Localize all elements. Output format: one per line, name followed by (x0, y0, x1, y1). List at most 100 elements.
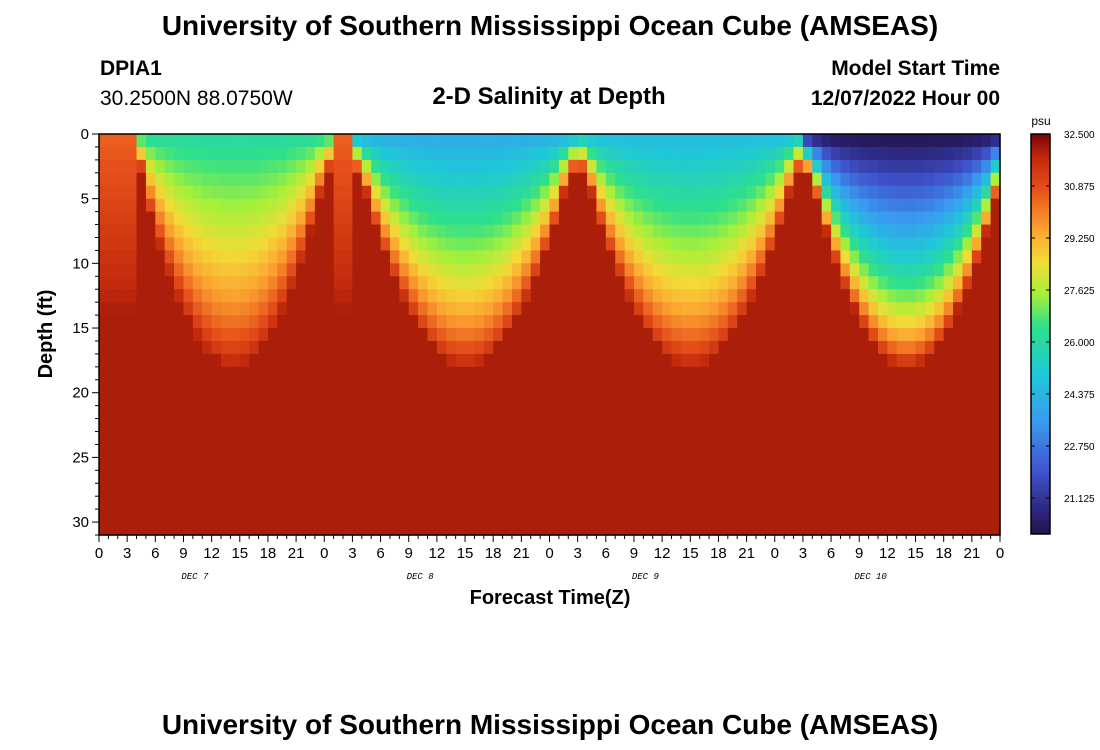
heatmap-cell (511, 483, 522, 497)
heatmap-cell (990, 315, 1001, 329)
heatmap-cell (221, 172, 231, 187)
heatmap-cell (709, 444, 720, 458)
heatmap-cell (615, 509, 626, 523)
heatmap-cell (971, 444, 982, 458)
heatmap-cell (971, 340, 982, 355)
heatmap-cell (643, 405, 654, 420)
heatmap-cell (784, 289, 795, 303)
heatmap-cell (436, 185, 447, 200)
heatmap-cell (361, 134, 372, 148)
heatmap-cell (399, 276, 410, 290)
heatmap-cell (568, 496, 579, 510)
heatmap-cell (981, 483, 992, 497)
heatmap-cell (333, 470, 344, 484)
heatmap-cell (202, 392, 213, 407)
heatmap-cell (755, 353, 766, 368)
heatmap-cell (671, 483, 682, 497)
heatmap-cell (145, 470, 156, 484)
heatmap-cell (314, 522, 325, 536)
heatmap-cell (399, 444, 410, 458)
colorbar-tick-label: 27.625 (1064, 286, 1095, 297)
heatmap-cell (258, 315, 269, 329)
heatmap-cell (474, 418, 485, 433)
heatmap-cell (352, 418, 363, 433)
heatmap-cell (633, 340, 644, 355)
heatmap-cell (774, 263, 785, 277)
day-label: DEC 9 (632, 572, 660, 582)
heatmap-cell (183, 315, 194, 329)
heatmap-cell (380, 237, 391, 252)
heatmap-cell (399, 172, 410, 187)
heatmap-cell (446, 250, 457, 264)
heatmap-cell (427, 483, 438, 497)
heatmap-cell (389, 289, 400, 303)
heatmap-cell (230, 379, 241, 394)
heatmap-cell (633, 315, 644, 329)
heatmap-cell (953, 211, 964, 226)
heatmap-cell (699, 211, 710, 226)
heatmap-cell (145, 315, 156, 329)
heatmap-cell (314, 315, 325, 329)
heatmap-cell (521, 431, 532, 446)
heatmap-cell (108, 185, 119, 200)
heatmap-cell (896, 146, 907, 161)
heatmap-cell (305, 522, 316, 536)
heatmap-cell (474, 444, 485, 458)
heatmap-cell (568, 470, 579, 484)
heatmap-cell (793, 392, 804, 407)
heatmap-cell (99, 211, 109, 226)
heatmap-cell (831, 483, 842, 497)
heatmap-cell (953, 366, 964, 381)
heatmap-cell (577, 211, 588, 226)
heatmap-cell (962, 185, 973, 200)
heatmap-cell (286, 470, 297, 484)
heatmap-cell (849, 328, 860, 342)
heatmap-cell (690, 509, 701, 523)
heatmap-cell (971, 392, 982, 407)
heatmap-cell (324, 224, 335, 239)
heatmap-cell (690, 146, 701, 161)
heatmap-cell (746, 211, 757, 226)
heatmap-cell (671, 328, 682, 342)
heatmap-cell (155, 470, 166, 484)
heatmap-cell (221, 522, 231, 536)
heatmap-cell (286, 172, 297, 187)
heatmap-cell (521, 211, 532, 226)
heatmap-cell (812, 198, 823, 213)
x-tick-label: 6 (376, 545, 384, 562)
heatmap-cell (831, 224, 842, 239)
heatmap-cell (164, 353, 175, 368)
heatmap-cell (267, 289, 278, 303)
heatmap-cell (774, 159, 785, 174)
heatmap-cell (455, 289, 466, 303)
heatmap-cell (896, 340, 907, 355)
heatmap-cell (99, 224, 109, 239)
heatmap-cell (493, 224, 504, 239)
heatmap-cell (502, 522, 513, 536)
heatmap-cell (418, 185, 429, 200)
heatmap-cell (737, 392, 748, 407)
heatmap-cell (192, 134, 203, 148)
heatmap-cell (615, 302, 626, 316)
heatmap-cell (286, 366, 297, 381)
heatmap-cell (793, 509, 804, 523)
heatmap-cell (296, 444, 307, 458)
heatmap-cell (399, 418, 410, 433)
heatmap-cell (493, 457, 504, 471)
heatmap-cell (558, 457, 569, 471)
heatmap-cell (774, 302, 785, 316)
heatmap-cell (502, 457, 513, 471)
heatmap-cell (906, 224, 917, 239)
heatmap-cell (587, 366, 598, 381)
heatmap-cell (793, 185, 804, 200)
heatmap-cell (990, 289, 1001, 303)
heatmap-cell (361, 185, 372, 200)
heatmap-cell (840, 211, 851, 226)
y-axis-label: Depth (ft) (35, 290, 57, 379)
day-label: DEC 8 (407, 572, 435, 582)
heatmap-cell (530, 211, 541, 226)
heatmap-cell (924, 302, 935, 316)
y-tick-label: 15 (72, 320, 89, 337)
heatmap-cell (446, 457, 457, 471)
heatmap-cell (117, 315, 128, 329)
